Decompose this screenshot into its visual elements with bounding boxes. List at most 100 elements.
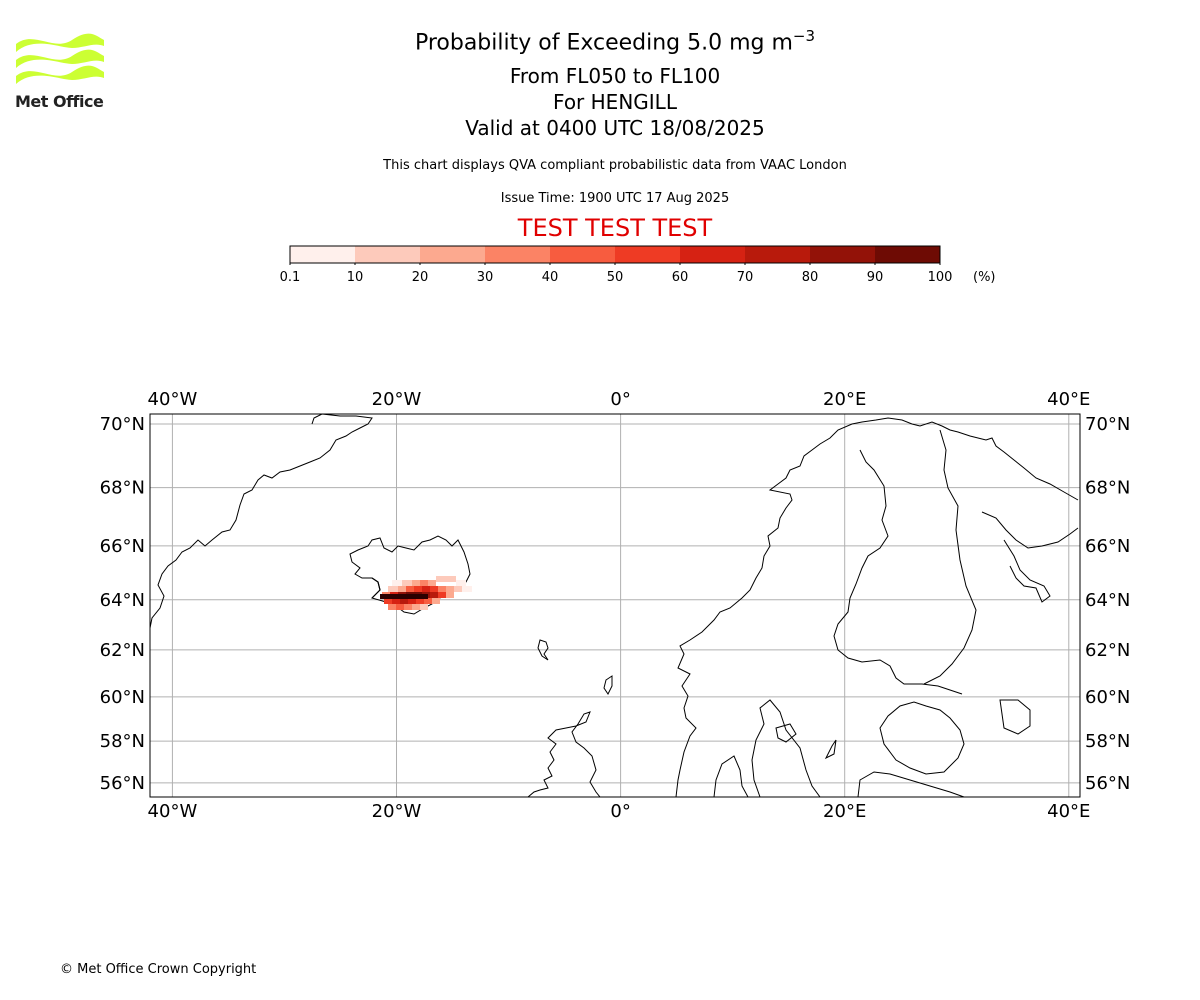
lat-label-left: 66°N [100, 536, 145, 557]
lat-label-left: 64°N [100, 590, 145, 611]
colorbar-tick-label: 50 [606, 270, 624, 285]
colorbar-segment [745, 246, 810, 263]
colorbar-segment [875, 246, 940, 263]
colorbar-tick-label: 20 [411, 270, 429, 285]
lon-label-top: 40°W [148, 389, 198, 410]
colorbar-tick-label: 100 [927, 270, 953, 285]
finland-coast [923, 429, 977, 685]
chart-title: Probability of Exceeding 5.0 mg m−3 [0, 27, 1200, 55]
plume-cell [392, 598, 400, 604]
plume-cell [414, 586, 422, 592]
plume-cell [432, 598, 440, 604]
plume-cell [408, 598, 416, 604]
test-banner: TEST TEST TEST [517, 214, 713, 242]
scotland-coast [527, 711, 601, 797]
volcano-name: For HENGILL [553, 90, 677, 114]
colorbar-segment [680, 246, 745, 263]
lon-label-top: 0° [610, 389, 630, 410]
colorbar-segment [420, 246, 485, 263]
lake-vanern [775, 723, 797, 743]
plume-cell [412, 580, 420, 586]
plume-cell [422, 586, 430, 592]
lat-label-left: 68°N [100, 478, 145, 499]
plume-cell [420, 580, 428, 586]
map-background [150, 414, 1080, 797]
met-office-logo [16, 33, 104, 84]
plume-cell [402, 580, 412, 586]
plume-cell [456, 580, 466, 586]
plume-cell [384, 598, 392, 604]
kola-inlet [1003, 539, 1051, 603]
lat-label-left: 58°N [100, 731, 145, 752]
colorbar-segment [615, 246, 680, 263]
chart-title-exponent: −3 [792, 27, 816, 45]
lat-label-left: 62°N [100, 640, 145, 661]
shetland [603, 675, 613, 695]
lake-ladoga [999, 699, 1031, 735]
plume-cell [428, 580, 436, 586]
colorbar-tick-label: 30 [476, 270, 494, 285]
flight-level-range: From FL050 to FL100 [509, 64, 721, 88]
lat-label-left: 70°N [100, 414, 145, 435]
lon-label-bottom: 20°E [823, 801, 866, 822]
plume-core [380, 594, 428, 599]
met-office-logo-text: Met Office [15, 92, 104, 111]
plume-cell [438, 586, 446, 592]
baltic-coast [751, 699, 821, 797]
map-axis-labels: 40°W 40°W 20°W 20°W 0° 0° 20°E 20°E 40°E 40°E 70°N… [100, 389, 1131, 822]
plume-cell [396, 604, 404, 610]
lat-label-left: 60°N [100, 687, 145, 708]
colorbar-tick-label: 40 [541, 270, 559, 285]
lat-label-left: 56°N [100, 773, 145, 794]
lat-label-right: 60°N [1085, 687, 1130, 708]
lat-label-right: 70°N [1085, 414, 1130, 435]
colorbar-segment [810, 246, 875, 263]
plume-cell [446, 586, 454, 592]
plume-cell [392, 580, 402, 586]
plume-cell [430, 586, 438, 592]
plume-cell [398, 586, 406, 592]
plume-cell [454, 586, 462, 592]
colorbar-segment [485, 246, 550, 263]
plume-cell [436, 576, 446, 582]
plume-cell [388, 604, 396, 610]
plume-cell [400, 598, 408, 604]
lon-label-bottom: 20°W [372, 801, 422, 822]
lon-label-top: 20°E [823, 389, 866, 410]
faroe-islands [537, 639, 549, 661]
issue-time: Issue Time: 1900 UTC 17 Aug 2025 [500, 191, 730, 206]
colorbar-unit: (%) [973, 270, 996, 285]
lon-label-bottom: 0° [610, 801, 630, 822]
plume-cell [462, 586, 472, 592]
lat-label-right: 56°N [1085, 773, 1130, 794]
estonia-coast [879, 701, 965, 775]
colorbar-tick-label: 70 [736, 270, 754, 285]
lon-label-top: 40°E [1047, 389, 1090, 410]
lat-label-right: 68°N [1085, 478, 1130, 499]
lon-label-bottom: 40°E [1047, 801, 1090, 822]
gotland [824, 739, 837, 760]
colorbar-tick-label: 0.1 [279, 270, 301, 285]
colorbar-segment [550, 246, 615, 263]
map-frame [149, 413, 1081, 798]
lat-label-right: 66°N [1085, 536, 1130, 557]
kola-coast [981, 511, 1079, 549]
lat-label-right: 62°N [1085, 640, 1130, 661]
plume-cell [388, 586, 398, 592]
valid-time: Valid at 0400 UTC 18/08/2025 [465, 116, 765, 140]
plume-cell [404, 604, 412, 610]
colorbar-segment [355, 246, 420, 263]
colorbar-tick-label: 90 [866, 270, 884, 285]
denmark [713, 755, 749, 797]
coastlines [150, 414, 1079, 797]
copyright-notice: © Met Office Crown Copyright [60, 962, 257, 977]
plume-cell [412, 604, 420, 610]
greenland-coast [150, 414, 373, 629]
plume-cell [420, 604, 428, 610]
plume-cell [430, 592, 438, 598]
map-gridlines [150, 414, 1080, 797]
colorbar-segment [290, 246, 355, 263]
latvia-coast [857, 771, 965, 797]
plume-cell [446, 576, 456, 582]
plume-cell [438, 592, 446, 598]
